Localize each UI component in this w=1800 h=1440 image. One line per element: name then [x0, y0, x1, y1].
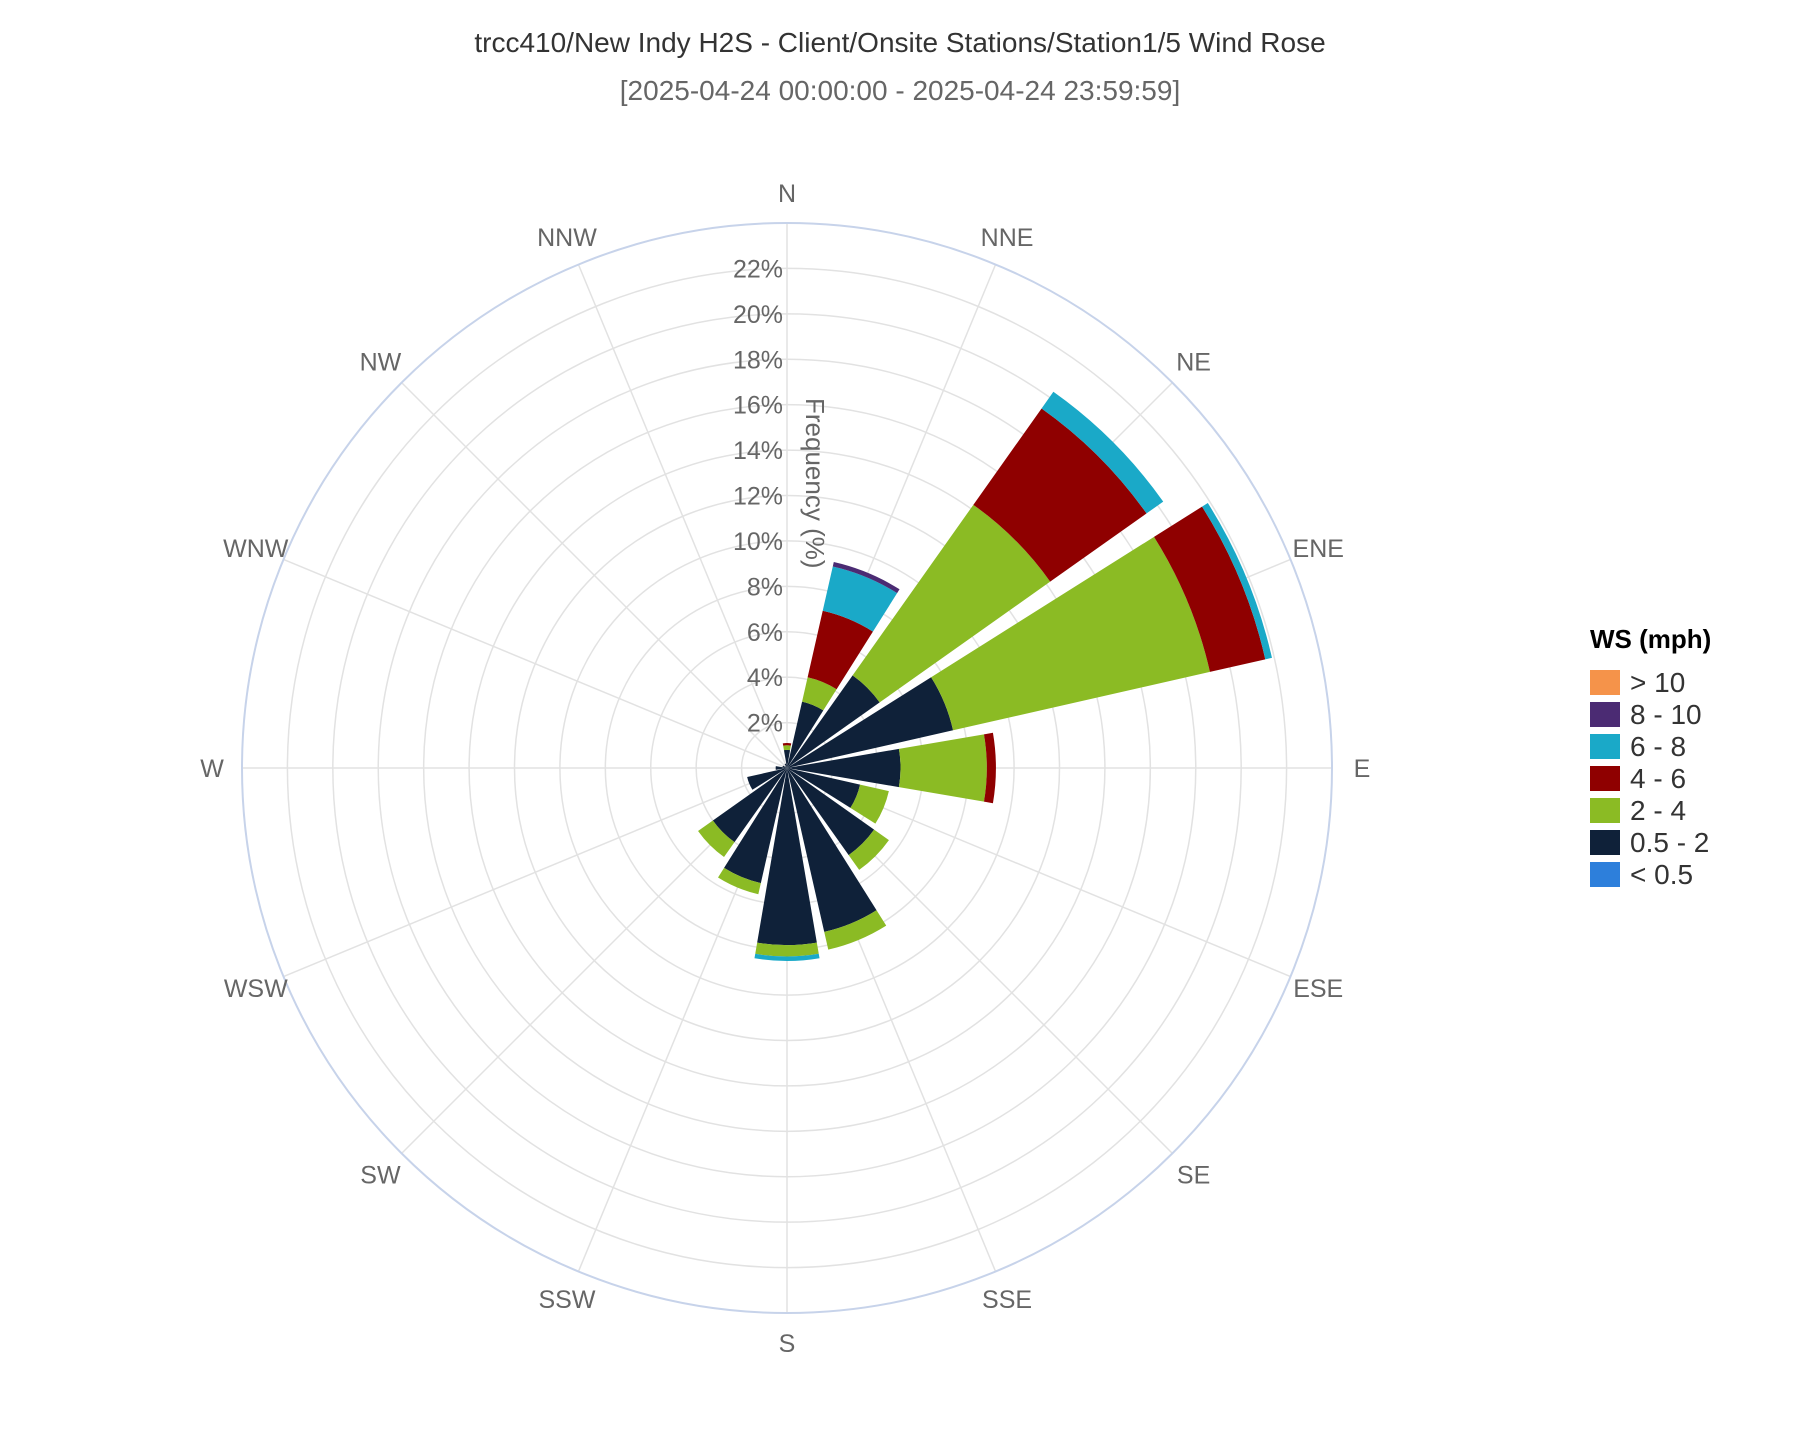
bar-segment-e: [898, 734, 987, 802]
radial-tick-label: 6%: [747, 619, 783, 647]
bar-segment-nw: [785, 766, 787, 768]
legend-label: 6 - 8: [1630, 731, 1686, 762]
bar-segment-n: [782, 743, 792, 746]
bar-segment-wnw: [782, 765, 787, 768]
bar-segment-ne: [787, 675, 880, 768]
bar-segment-nne: [802, 677, 837, 711]
direction-label-ne: NE: [1176, 348, 1211, 376]
bar-segment-ssw: [718, 867, 761, 895]
grid-spoke: [283, 558, 788, 769]
direction-label-nnw: NNW: [537, 224, 597, 252]
direction-label-ene: ENE: [1293, 535, 1344, 563]
grid-spoke: [577, 264, 788, 769]
bar-segment-n: [783, 745, 791, 751]
radial-axis-title-group: Frequency (%): [800, 398, 830, 569]
bar-segment-e: [983, 732, 996, 804]
legend-swatch: [1590, 862, 1620, 887]
grid-spoke: [401, 382, 788, 769]
legend-title: WS (mph): [1590, 624, 1711, 654]
legend-label: < 0.5: [1630, 859, 1693, 890]
direction-label-se: SE: [1177, 1162, 1210, 1190]
radial-axis-title: Frequency (%): [800, 398, 830, 569]
bar-segment-e: [787, 748, 901, 788]
bar-segment-sw: [698, 820, 735, 857]
radial-tick-label: 4%: [747, 664, 783, 692]
legend-label: 8 - 10: [1630, 699, 1702, 730]
bar-segment-wsw: [747, 768, 787, 790]
bar-segment-sse: [787, 768, 877, 932]
legend-swatch: [1590, 798, 1620, 823]
radial-tick-label: 8%: [747, 573, 783, 601]
radial-tick-label: 20%: [733, 301, 783, 329]
direction-label-w: W: [200, 755, 224, 783]
grid-spoke: [283, 767, 788, 978]
direction-label-sse: SSE: [982, 1286, 1032, 1314]
chart-title: trcc410/New Indy H2S - Client/Onsite Sta…: [474, 27, 1325, 58]
radial-tick-label: 10%: [733, 528, 783, 556]
direction-labels: N NNE NE ENE E ESE SE SSE S SSW SW WSW W WNW NW NNW: [200, 180, 1370, 1358]
wind-rose-bars: [698, 391, 1272, 962]
bar-segment-n: [783, 749, 791, 768]
bar-segment-s: [757, 768, 817, 946]
radial-tick-label: 16%: [733, 392, 783, 420]
bar-segment-ene: [931, 536, 1210, 731]
radial-tick-label: 2%: [747, 710, 783, 738]
direction-label-sw: SW: [360, 1162, 401, 1190]
legend-swatch: [1590, 734, 1620, 759]
bar-segment-nne: [807, 610, 873, 690]
bar-segment-ese: [787, 768, 861, 808]
bar-segment-ssw: [724, 768, 787, 884]
direction-label-nw: NW: [360, 348, 402, 376]
legend-swatch: [1590, 702, 1620, 727]
bar-segment-nne: [822, 566, 898, 632]
bar-segment-nne: [832, 562, 900, 594]
bar-segment-nnw: [784, 763, 787, 768]
direction-label-wnw: WNW: [223, 535, 289, 563]
bar-segment-se: [787, 768, 875, 856]
legend-swatch: [1590, 670, 1620, 695]
legend-label: > 10: [1630, 667, 1685, 698]
chart-subtitle: [2025-04-24 00:00:00 - 2025-04-24 23:59:…: [620, 75, 1180, 106]
legend-label: 2 - 4: [1630, 795, 1686, 826]
radial-tick-label: 22%: [733, 255, 783, 283]
bar-segment-ene: [787, 677, 954, 768]
radial-tick-label: 14%: [733, 437, 783, 465]
legend-label: 4 - 6: [1630, 763, 1686, 794]
radial-tick-label: 18%: [733, 346, 783, 374]
bar-segment-w: [775, 766, 787, 770]
legend: WS (mph) > 108 - 106 - 84 - 62 - 40.5 - …: [1590, 624, 1711, 890]
bar-segment-ne: [1041, 391, 1164, 514]
bar-segment-se: [848, 829, 889, 870]
direction-label-s: S: [779, 1330, 796, 1358]
legend-swatch: [1590, 766, 1620, 791]
bar-segment-ene: [1154, 506, 1266, 672]
bar-segment-s: [754, 953, 820, 962]
bar-segment-ne: [973, 408, 1147, 582]
direction-label-nne: NNE: [981, 224, 1034, 252]
radial-tick-label: 12%: [733, 483, 783, 511]
direction-label-wsw: WSW: [224, 975, 288, 1003]
radial-tick-labels: 2% 4% 6% 8% 10% 12% 14% 16% 18% 20% 22%: [733, 255, 783, 737]
direction-label-e: E: [1354, 755, 1371, 783]
bar-segment-ne: [852, 504, 1051, 703]
legend-swatch: [1590, 830, 1620, 855]
direction-label-ese: ESE: [1293, 975, 1343, 1003]
direction-label-ssw: SSW: [538, 1286, 595, 1314]
direction-label-n: N: [778, 180, 796, 208]
bar-segment-s: [755, 942, 819, 957]
bar-segment-ene: [1202, 502, 1272, 660]
bar-segment-ese: [850, 784, 889, 824]
bar-segment-sw: [712, 768, 787, 843]
legend-label: 0.5 - 2: [1630, 827, 1709, 858]
bar-segment-sse: [824, 910, 887, 950]
bar-segment-nne: [787, 701, 824, 768]
outer-ring: [241, 222, 1333, 1314]
